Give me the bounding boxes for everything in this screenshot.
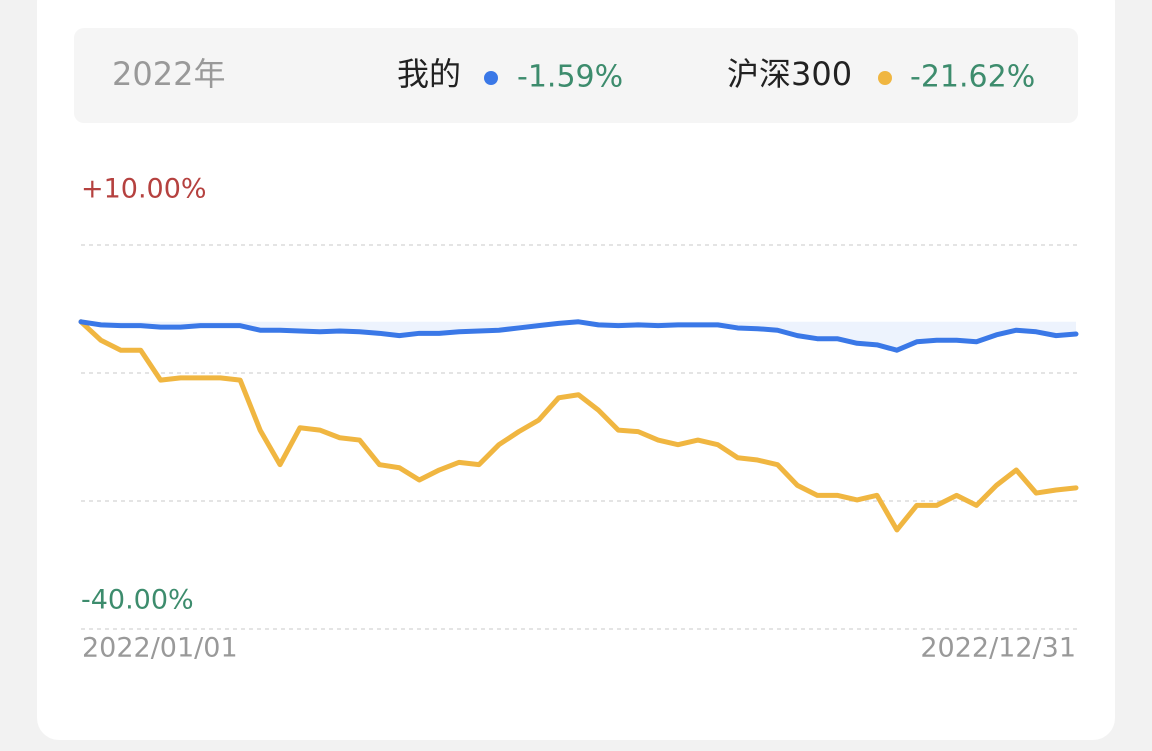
legend-label: 沪深300 xyxy=(727,55,852,93)
legend-value: -1.59% xyxy=(517,60,623,95)
card xyxy=(37,0,1115,740)
header-box xyxy=(74,28,1078,123)
x-tick-label: 2022/12/31 xyxy=(920,633,1076,664)
x-tick-label: 2022/01/01 xyxy=(82,633,238,664)
y-tick-label: -40.00% xyxy=(81,585,194,616)
line xyxy=(78,319,1079,533)
y-tick-label: +10.00% xyxy=(81,174,207,205)
legend-label: 我的 xyxy=(397,55,461,93)
line xyxy=(78,319,1079,353)
chart-title: 2022年 xyxy=(112,55,225,93)
legend-value: -21.62% xyxy=(910,60,1035,95)
legend-dot xyxy=(484,71,498,85)
legend-dot xyxy=(878,71,892,85)
